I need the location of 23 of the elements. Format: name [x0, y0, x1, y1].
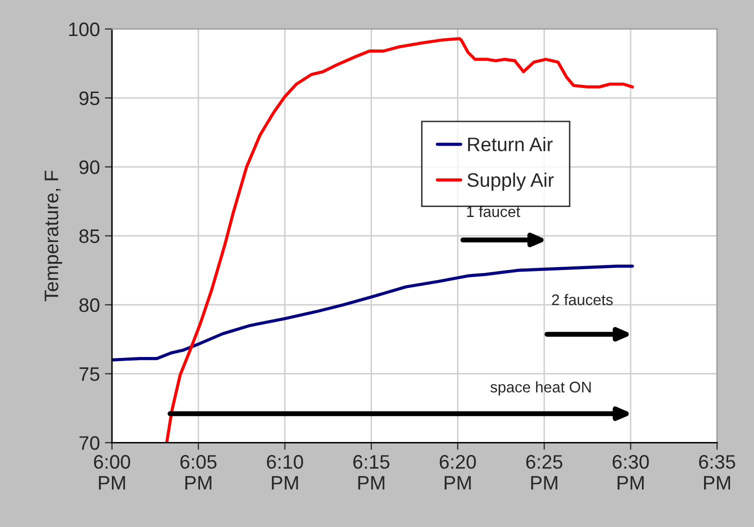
x-tick-label: 6:15 PM [353, 455, 390, 490]
x-tick-label: 6:30 PM [612, 455, 649, 490]
legend-label: Return Air [468, 137, 553, 152]
x-tick-label: 6:35 PM [699, 455, 736, 490]
y-axis-title: Temperature, F [44, 170, 62, 302]
y-tick-label: 80 [79, 298, 100, 312]
annotation: 1 faucet [467, 206, 520, 218]
y-tick-label: 90 [79, 160, 100, 174]
annotation: 2 faucets [552, 294, 613, 306]
x-tick-label: 6:05 PM [180, 455, 216, 490]
annotation: space heat ON [490, 381, 591, 396]
line-series [165, 37, 634, 443]
x-tick-label: 6:00 PM [94, 455, 130, 490]
x-tick-label: 6:20 PM [440, 455, 476, 490]
x-tick-label: 6:25 PM [526, 455, 562, 490]
line-series [112, 264, 634, 362]
y-tick-label: 70 [80, 436, 100, 450]
x-tick-label: 6:10 PM [266, 455, 304, 490]
legend-label: Supply Air [467, 172, 554, 191]
y-tick-label: 95 [79, 91, 100, 106]
y-tick-label: 100 [69, 22, 100, 36]
y-tick-label: 85 [79, 229, 100, 244]
y-tick-label: 75 [80, 367, 100, 381]
